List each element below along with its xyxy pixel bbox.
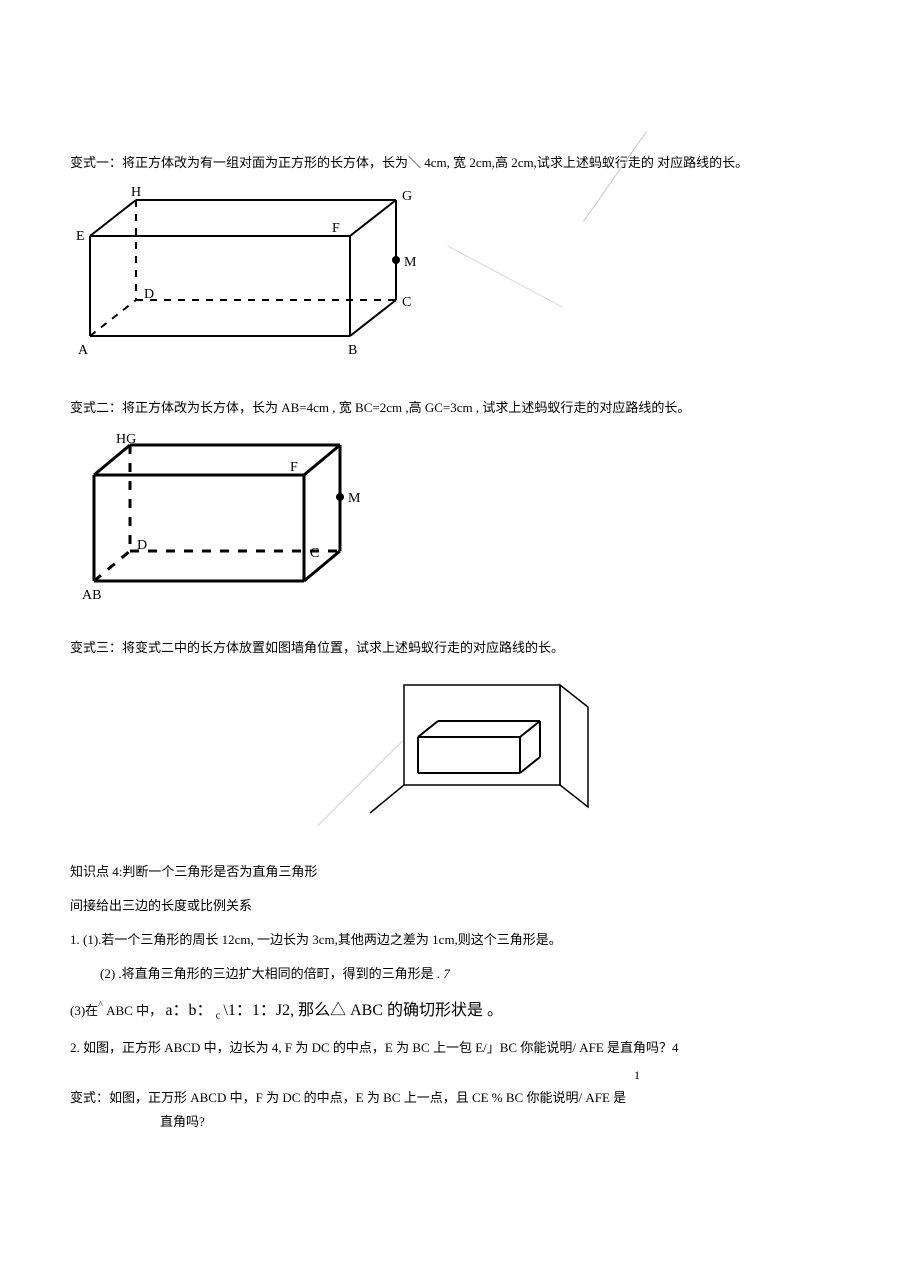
label-A: A: [78, 343, 89, 358]
kp4-q1a: 1. (1).若一个三角形的周长 12cm, 一边长为 3cm,其他两边之差为 …: [70, 929, 850, 951]
label-HG: HG: [116, 432, 136, 447]
label-G: G: [402, 189, 412, 204]
kp4-q1b-tail: . 7: [437, 966, 450, 981]
label-C2: C: [310, 546, 319, 561]
kp4-q1c: (3)在: [70, 1003, 98, 1018]
label-M: M: [404, 255, 417, 270]
label-F: F: [332, 221, 340, 236]
kp4-q2v: 变式：如图，正万形 ABCD 中，F 为 DC 的中点，E 为 BC 上一点，且…: [70, 1087, 850, 1109]
cuboid1-svg: H G E F M D C A B: [70, 186, 440, 366]
kp4-title: 知识点 4:判断一个三角形是否为直角三角形: [70, 861, 850, 883]
corner-svg: [330, 673, 590, 823]
label-F2: F: [290, 460, 298, 475]
variant2-text: 变式二：将正方体改为长方体，长为 AB=4cm , 宽 BC=2cm ,高 GC…: [70, 397, 850, 419]
kp4-q2: 2. 如图，正方形 ABCD 中，边长为 4, F 为 DC 的中点，E 为 B…: [70, 1037, 850, 1059]
kp4-q1c-after: \1：1：J2, 那么△ ABC 的确切形状是 。: [223, 1002, 503, 1019]
kp4-q2-note: 1: [70, 1065, 850, 1085]
kp4-q1c-row: (3)在^ ABC 中， a：b： c \1：1：J2, 那么△ ABC 的确切…: [70, 997, 850, 1025]
variant3-text: 变式三：将变式二中的长方体放置如图墙角位置，试求上述蚂蚁行走的对应路线的长。: [70, 637, 850, 659]
kp4-q2v-tail: 直角吗?: [70, 1111, 850, 1133]
variant1-figure: H G E F M D C A B: [70, 186, 850, 373]
label-E: E: [76, 229, 85, 244]
kp4-sub: 间接给出三边的长度或比例关系: [70, 895, 850, 917]
kp4-q1c-ratio: a：b：: [165, 1002, 212, 1019]
kp4-q1b: (2) .将直角三角形的三边扩大相同的倍町，得到的三角形是: [70, 966, 437, 981]
variant3-figure: [70, 673, 850, 830]
label-H: H: [131, 186, 141, 200]
variant1-text: 变式一：将正方体改为有一组对面为正方形的长方体，长为＼ 4cm, 宽 2cm,高…: [70, 152, 850, 174]
label-D: D: [144, 287, 154, 302]
kp4-q1c-sub: c: [216, 1011, 220, 1022]
kp4-q1b-row: (2) .将直角三角形的三边扩大相同的倍町，得到的三角形是 . 7: [70, 963, 850, 985]
variant2-figure: HG F M D C AB: [70, 431, 850, 613]
label-B: B: [348, 343, 357, 358]
kp4-q1c-mid: ABC 中，: [106, 1003, 162, 1018]
cuboid2-svg: HG F M D C AB: [70, 431, 380, 606]
label-C: C: [402, 295, 411, 310]
label-M2: M: [348, 491, 361, 506]
label-AB: AB: [82, 588, 101, 603]
label-D2: D: [137, 538, 147, 553]
